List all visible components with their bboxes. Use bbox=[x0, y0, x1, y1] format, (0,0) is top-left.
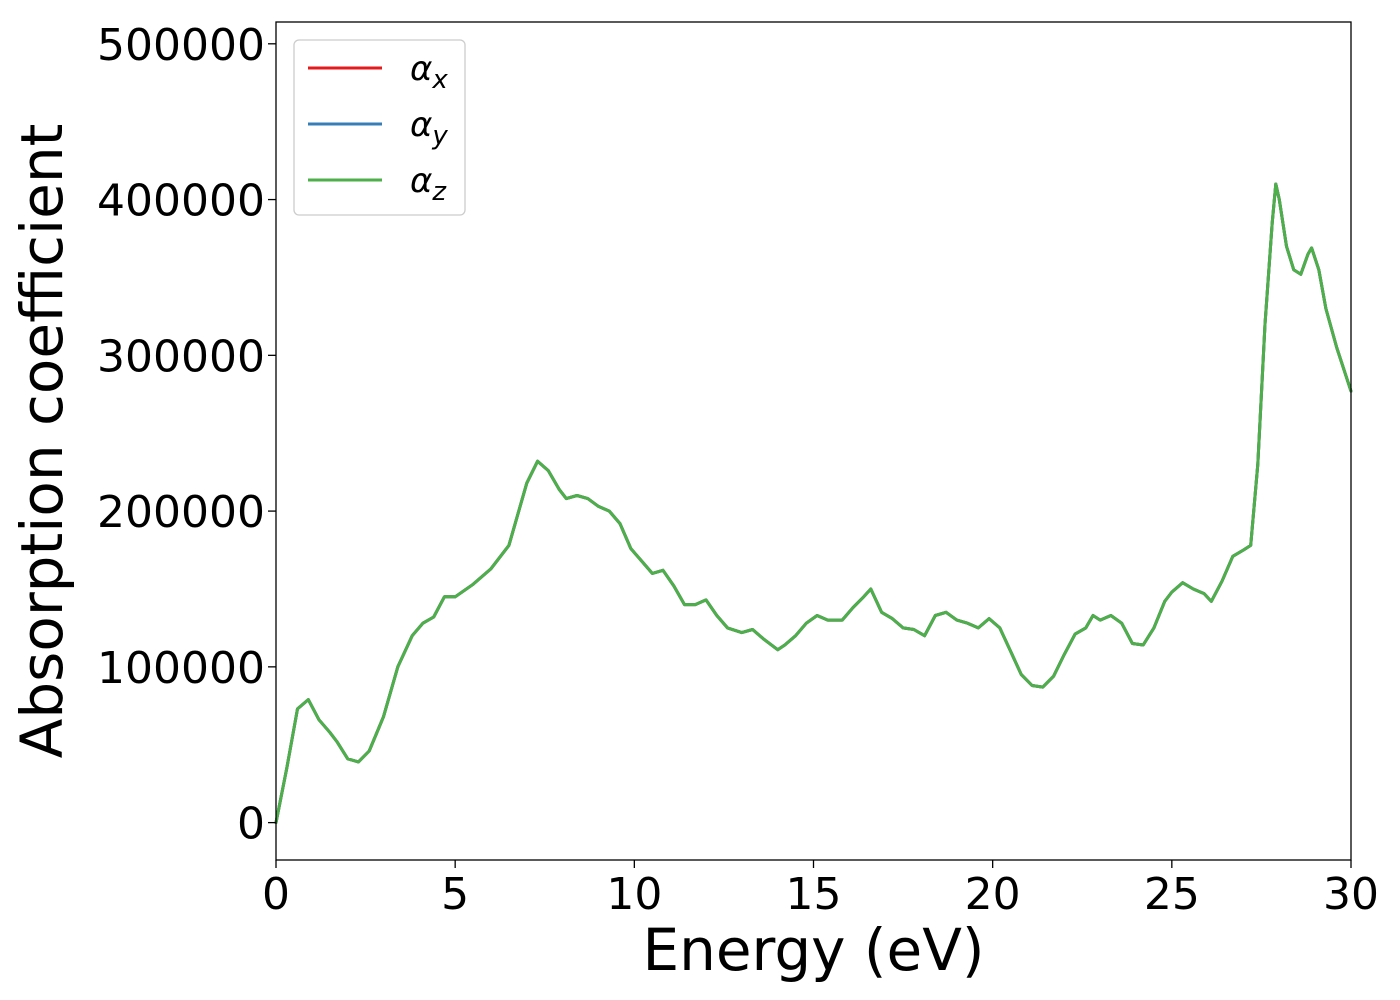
x-tick-label: 5 bbox=[441, 869, 469, 920]
y-axis-label: Absorption coefficient bbox=[8, 124, 76, 759]
x-axis-ticks: 0 5 10 15 20 25 30 bbox=[262, 860, 1379, 920]
y-tick-label: 100000 bbox=[97, 643, 265, 694]
x-tick-label: 20 bbox=[965, 869, 1021, 920]
x-tick-label: 25 bbox=[1144, 869, 1200, 920]
y-tick-label: 200000 bbox=[97, 487, 265, 538]
x-tick-label: 30 bbox=[1323, 869, 1379, 920]
legend-box bbox=[293, 39, 466, 216]
series-line-z bbox=[274, 182, 1353, 825]
x-axis-label: Energy (eV) bbox=[642, 916, 984, 984]
x-tick-label: 0 bbox=[262, 869, 290, 920]
y-tick-label: 300000 bbox=[97, 331, 265, 382]
y-axis-ticks: 0 100000 200000 300000 400000 500000 bbox=[97, 20, 276, 850]
x-tick-label: 15 bbox=[786, 869, 842, 920]
y-tick-label: 0 bbox=[237, 799, 265, 850]
y-tick-label: 400000 bbox=[97, 176, 265, 227]
x-tick-label: 10 bbox=[606, 869, 662, 920]
series-layer bbox=[274, 182, 1353, 825]
y-tick-label: 500000 bbox=[97, 20, 265, 71]
